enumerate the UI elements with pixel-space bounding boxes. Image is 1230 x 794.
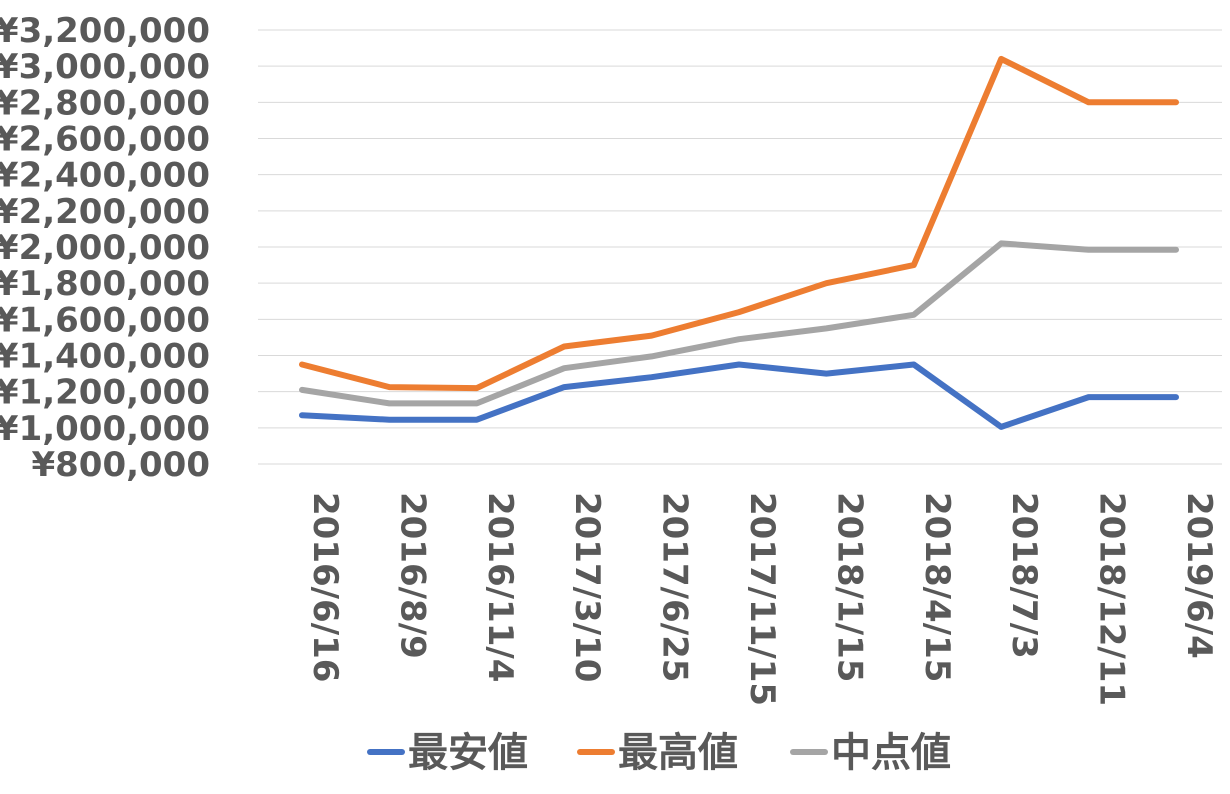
y-tick-label: ¥1,600,000 bbox=[0, 300, 210, 340]
x-axis-tick-labels: 2016/6/16 2016/8/9 2016/11/4 2017/3/10 2017/… bbox=[305, 492, 1219, 706]
x-tick-label: 2018/4/15 bbox=[917, 492, 957, 682]
x-tick-label: 2017/6/25 bbox=[655, 492, 695, 682]
x-tick-label: 2018/7/3 bbox=[1004, 492, 1044, 659]
y-tick-label: ¥2,600,000 bbox=[0, 120, 210, 160]
y-tick-label: ¥1,800,000 bbox=[0, 264, 210, 304]
x-tick-label: 2019/6/4 bbox=[1179, 492, 1219, 659]
y-tick-label: ¥1,400,000 bbox=[0, 337, 210, 377]
y-tick-label: ¥3,000,000 bbox=[0, 47, 210, 87]
legend-label: 最安値 bbox=[408, 730, 528, 776]
y-tick-label: ¥3,200,000 bbox=[0, 11, 210, 51]
gridlines bbox=[258, 29, 1222, 465]
y-tick-label: ¥1,200,000 bbox=[0, 373, 210, 413]
x-tick-label: 2018/1/15 bbox=[829, 492, 869, 682]
y-tick-label: ¥800,000 bbox=[31, 445, 210, 485]
legend-label: 最高値 bbox=[618, 730, 738, 776]
x-tick-label: 2017/11/15 bbox=[742, 492, 782, 706]
x-tick-label: 2018/12/11 bbox=[1092, 492, 1132, 706]
x-tick-label: 2017/3/10 bbox=[567, 492, 607, 682]
y-tick-label: ¥2,800,000 bbox=[0, 83, 210, 123]
legend: 最安値 最高値 中点値 bbox=[367, 730, 951, 776]
series-line-2 bbox=[299, 240, 1179, 407]
y-tick-label: ¥1,000,000 bbox=[0, 409, 210, 449]
legend-label: 中点値 bbox=[831, 730, 951, 776]
series-lines bbox=[299, 55, 1179, 430]
x-tick-label: 2016/11/4 bbox=[480, 492, 520, 682]
x-tick-label: 2016/6/16 bbox=[305, 492, 345, 682]
y-tick-label: ¥2,400,000 bbox=[0, 156, 210, 196]
y-tick-label: ¥2,000,000 bbox=[0, 228, 210, 268]
series-line-1 bbox=[299, 55, 1179, 392]
y-tick-label: ¥2,200,000 bbox=[0, 192, 210, 232]
series-line-0 bbox=[299, 361, 1179, 430]
x-tick-label: 2016/8/9 bbox=[392, 492, 432, 659]
y-axis-tick-labels: ¥800,000¥1,000,000¥1,200,000¥1,400,000¥1… bbox=[0, 11, 210, 485]
